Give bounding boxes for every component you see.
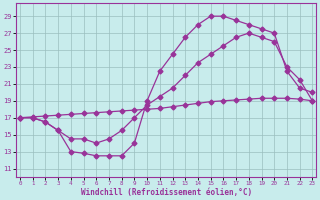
- X-axis label: Windchill (Refroidissement éolien,°C): Windchill (Refroidissement éolien,°C): [81, 188, 252, 197]
